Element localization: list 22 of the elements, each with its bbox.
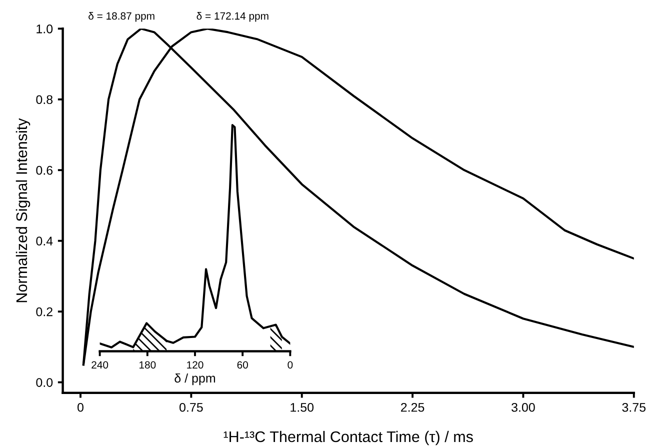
x-tick-label: 1.50 [290,402,314,412]
y-tick-label: 0.8 [36,95,53,104]
y-tick-label: 0.6 [36,166,53,175]
x-tick-label: 0.75 [180,402,203,412]
x-axis-title: δ / ppm [174,373,216,386]
annotation: δ = 18.87 ppm [88,12,154,22]
y-axis-title: Normalized Signal Intensity [16,118,30,302]
x-tick-label: 3.00 [512,402,535,412]
y-tick-label: 0.2 [36,307,52,316]
x-tick-label: 0 [78,402,84,412]
x-tick-label: 120 [187,361,204,369]
x-tick-label: 180 [140,361,156,369]
annotation: δ = 172.14 ppm [196,12,268,22]
y-tick-label: 1.0 [36,24,53,34]
x-tick-label: 0 [288,361,293,369]
x-tick-label: 60 [237,361,248,369]
x-tick-label: 240 [92,361,108,369]
x-tick-label: 3.75 [622,402,646,412]
y-tick-label: 0.4 [36,236,53,246]
y-tick-label: 0.0 [36,378,53,387]
x-axis-title: ¹H-¹³C Thermal Contact Time (τ) / ms [224,430,473,446]
x-tick-label: 2.25 [401,402,424,412]
